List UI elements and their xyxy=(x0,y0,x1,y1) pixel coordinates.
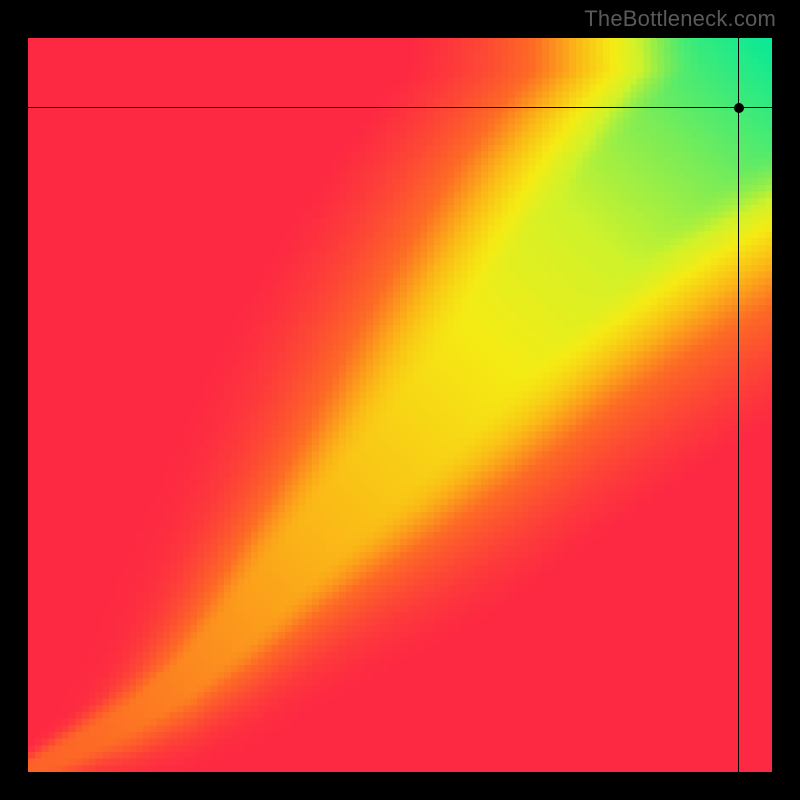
watermark-text: TheBottleneck.com xyxy=(584,6,776,32)
crosshair-horizontal xyxy=(28,107,772,108)
crosshair-marker xyxy=(734,103,744,113)
crosshair-vertical xyxy=(738,38,739,772)
heatmap-plot xyxy=(28,38,772,772)
heatmap-canvas xyxy=(28,38,772,772)
